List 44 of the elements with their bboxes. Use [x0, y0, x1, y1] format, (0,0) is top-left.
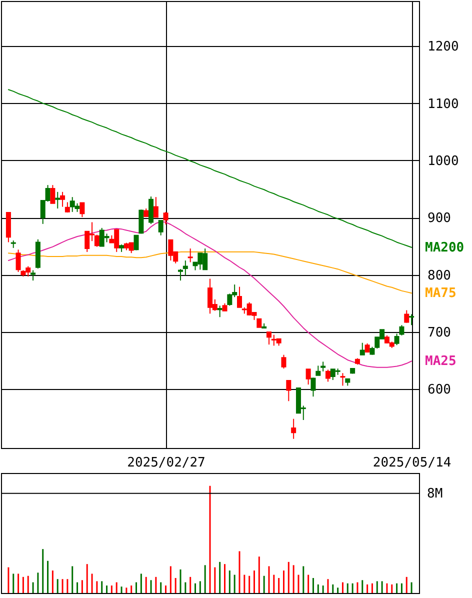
- candlestick: [325, 369, 330, 382]
- y-tick-label: 600: [428, 382, 451, 398]
- y-tick-label: 1000: [428, 154, 459, 169]
- y-tick-label: 900: [428, 211, 451, 226]
- candlestick: [306, 368, 311, 386]
- candlestick: [94, 234, 100, 248]
- candlestick: [409, 314, 414, 326]
- candlestick: [236, 286, 242, 308]
- candlestick: [148, 196, 154, 224]
- y-tick-label: 700: [428, 325, 451, 340]
- candlestick: [266, 331, 272, 346]
- x-tick-label: 2025/05/14: [372, 456, 452, 470]
- candlestick: [163, 211, 168, 225]
- candlestick: [316, 365, 321, 376]
- y-tick-label: 1200: [428, 40, 459, 55]
- candlestick: [340, 372, 346, 386]
- candlestick: [281, 354, 286, 370]
- y-tick-label: 1100: [428, 96, 459, 112]
- y-tick-label: 800: [428, 268, 451, 284]
- series-label: MA25: [425, 354, 456, 370]
- candlestick: [188, 248, 193, 263]
- candlestick: [178, 268, 184, 282]
- candlestick: [360, 342, 365, 356]
- candlestick: [286, 380, 292, 402]
- candlestick: [404, 310, 410, 324]
- candlestick: [55, 191, 60, 209]
- candlestick: [320, 361, 326, 372]
- candlestick: [153, 196, 158, 218]
- x-tick-label: 2025/02/27: [127, 456, 206, 470]
- line-series: [8, 221, 412, 368]
- ref-line-label: 8M: [427, 486, 443, 502]
- candlestick: [158, 220, 164, 236]
- candlestick: [182, 260, 188, 276]
- candlestick: [50, 184, 56, 204]
- candlestick: [310, 377, 316, 398]
- series-label: MA200: [425, 240, 464, 256]
- candlestick: [291, 418, 296, 440]
- candlestick: [64, 202, 70, 213]
- series-label: MA75: [425, 286, 456, 302]
- line-series: [8, 89, 412, 248]
- candlestick: [80, 202, 85, 218]
- candlestick: [60, 191, 66, 208]
- candlestick: [30, 270, 36, 282]
- candlestick: [217, 305, 222, 318]
